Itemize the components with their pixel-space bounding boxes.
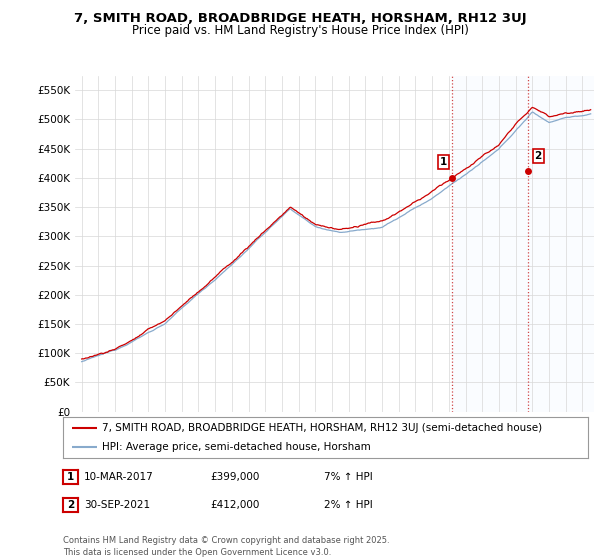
Text: HPI: Average price, semi-detached house, Horsham: HPI: Average price, semi-detached house,… bbox=[103, 442, 371, 451]
Text: 2% ↑ HPI: 2% ↑ HPI bbox=[324, 500, 373, 510]
Text: 10-MAR-2017: 10-MAR-2017 bbox=[84, 472, 154, 482]
Text: 7, SMITH ROAD, BROADBRIDGE HEATH, HORSHAM, RH12 3UJ: 7, SMITH ROAD, BROADBRIDGE HEATH, HORSHA… bbox=[74, 12, 526, 25]
Text: Contains HM Land Registry data © Crown copyright and database right 2025.
This d: Contains HM Land Registry data © Crown c… bbox=[63, 536, 389, 557]
Text: £412,000: £412,000 bbox=[210, 500, 259, 510]
Text: 2: 2 bbox=[67, 500, 74, 510]
Text: 30-SEP-2021: 30-SEP-2021 bbox=[84, 500, 150, 510]
Bar bbox=[452, 76, 528, 412]
Text: 7, SMITH ROAD, BROADBRIDGE HEATH, HORSHAM, RH12 3UJ (semi-detached house): 7, SMITH ROAD, BROADBRIDGE HEATH, HORSHA… bbox=[103, 423, 542, 433]
Text: 1: 1 bbox=[67, 472, 74, 482]
Bar bbox=[528, 76, 599, 412]
Text: £399,000: £399,000 bbox=[210, 472, 259, 482]
Text: 2: 2 bbox=[535, 151, 542, 161]
Text: 7% ↑ HPI: 7% ↑ HPI bbox=[324, 472, 373, 482]
Text: Price paid vs. HM Land Registry's House Price Index (HPI): Price paid vs. HM Land Registry's House … bbox=[131, 24, 469, 37]
Text: 1: 1 bbox=[440, 157, 447, 167]
